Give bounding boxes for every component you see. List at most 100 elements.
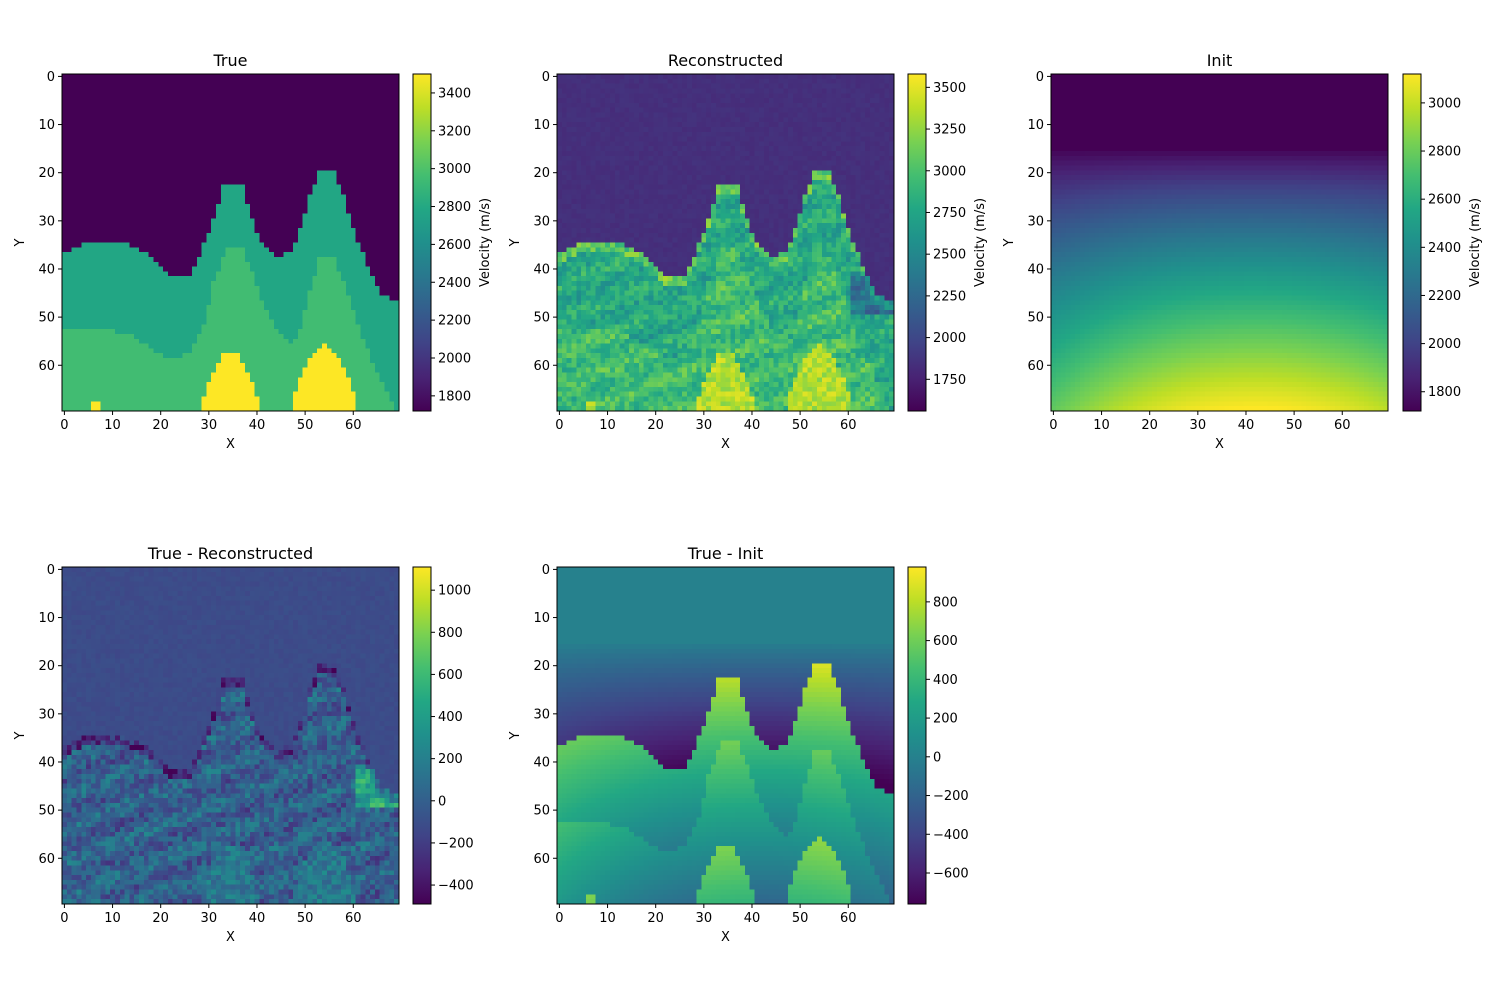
- x-tick-label: 10: [599, 911, 616, 926]
- panel-title: Reconstructed: [668, 51, 783, 70]
- colorbar-tick-label: 400: [933, 673, 958, 688]
- y-tick-label: 40: [533, 262, 550, 277]
- y-axis-label: Y: [508, 731, 523, 740]
- heatmap-image: [557, 567, 894, 904]
- x-tick-label: 40: [249, 911, 266, 926]
- y-tick-label: 60: [38, 359, 55, 374]
- y-tick-label: 40: [533, 755, 550, 770]
- colorbar-tick-label: 0: [933, 750, 941, 765]
- colorbar-tick-label: 3000: [1428, 96, 1461, 111]
- y-tick-label: 20: [38, 659, 55, 674]
- y-tick-label: 40: [38, 755, 55, 770]
- colorbar-tick-label: 2800: [438, 200, 471, 215]
- colorbar-tick-label: 2750: [933, 206, 966, 221]
- panel-reconstructed: Reconstructed 0 10 20 30 40 50 60 0 10 20 30 40 50 60 X…: [508, 51, 988, 452]
- x-tick-label: 10: [104, 911, 121, 926]
- panel-title: True - Reconstructed: [147, 544, 313, 563]
- x-tick-label: 50: [792, 418, 809, 433]
- y-tick-label: 50: [38, 311, 55, 326]
- x-tick-label: 40: [1238, 418, 1255, 433]
- colorbar-tick-label: 2250: [933, 289, 966, 304]
- colorbar-tick-label: 1800: [438, 389, 471, 404]
- x-tick-label: 30: [696, 911, 713, 926]
- y-tick-label: 40: [1027, 262, 1044, 277]
- colorbar-tick-label: 200: [933, 712, 958, 727]
- colorbar: [412, 73, 432, 412]
- colorbar-tick-label: 200: [438, 752, 463, 767]
- x-tick-label: 30: [201, 911, 218, 926]
- panel-true: True 0 10 20 30 40 50 60 0 10 20 30 40 50 60 X Y 1800 2000…: [13, 51, 493, 452]
- colorbar-tick-label: −600: [933, 867, 969, 882]
- y-tick-label: 0: [542, 70, 550, 85]
- x-tick-label: 0: [60, 911, 68, 926]
- x-tick-label: 60: [840, 911, 857, 926]
- y-tick-label: 40: [38, 262, 55, 277]
- y-tick-label: 20: [533, 659, 550, 674]
- y-tick-label: 0: [1036, 70, 1044, 85]
- colorbar-label: Velocity (m/s): [1468, 198, 1483, 287]
- plot-frame: [61, 73, 400, 412]
- x-tick-label: 30: [1190, 418, 1207, 433]
- y-tick-label: 10: [1027, 118, 1044, 133]
- x-tick-label: 10: [104, 418, 121, 433]
- y-tick-label: 30: [533, 214, 550, 229]
- panel-title: Init: [1207, 51, 1233, 70]
- colorbar-tick-label: 2000: [1428, 337, 1461, 352]
- colorbar-tick-label: 2200: [438, 314, 471, 329]
- x-tick-label: 0: [555, 418, 563, 433]
- y-tick-label: 20: [38, 166, 55, 181]
- x-axis-label: X: [226, 930, 235, 945]
- colorbar-tick-label: 3400: [438, 86, 471, 101]
- colorbar-tick-label: 3500: [933, 81, 966, 96]
- y-tick-label: 10: [38, 611, 55, 626]
- x-tick-label: 0: [60, 418, 68, 433]
- x-tick-label: 40: [744, 911, 761, 926]
- heatmap-image: [62, 567, 399, 904]
- y-axis-label: Y: [508, 238, 523, 247]
- colorbar: [412, 566, 432, 905]
- x-axis-label: X: [226, 437, 235, 452]
- y-tick-label: 20: [1027, 166, 1044, 181]
- y-tick-label: 30: [38, 214, 55, 229]
- heatmap-image: [1051, 74, 1388, 411]
- panel-title: True - Init: [687, 544, 764, 563]
- x-tick-label: 20: [152, 911, 169, 926]
- plot-frame: [1050, 73, 1389, 412]
- y-tick-label: 50: [533, 311, 550, 326]
- x-tick-label: 60: [345, 911, 362, 926]
- y-tick-label: 20: [533, 166, 550, 181]
- y-tick-label: 0: [47, 563, 55, 578]
- colorbar-tick-label: 600: [438, 668, 463, 683]
- x-axis-label: X: [721, 930, 730, 945]
- heatmap-image: [62, 74, 399, 411]
- colorbar-tick-label: 400: [438, 710, 463, 725]
- colorbar-tick-label: 2400: [438, 276, 471, 291]
- x-tick-label: 40: [744, 418, 761, 433]
- y-axis-label: Y: [1002, 238, 1017, 247]
- x-tick-label: 30: [696, 418, 713, 433]
- x-tick-label: 0: [1049, 418, 1057, 433]
- x-tick-label: 30: [201, 418, 218, 433]
- x-axis-label: X: [1215, 437, 1224, 452]
- x-tick-label: 50: [792, 911, 809, 926]
- y-tick-label: 60: [533, 852, 550, 867]
- y-tick-label: 60: [38, 852, 55, 867]
- y-tick-label: 30: [533, 707, 550, 722]
- x-tick-label: 10: [599, 418, 616, 433]
- colorbar-tick-label: 1750: [933, 373, 966, 388]
- colorbar: [907, 566, 927, 905]
- x-tick-label: 60: [1334, 418, 1351, 433]
- colorbar-tick-label: 2500: [933, 248, 966, 263]
- colorbar-tick-label: 2400: [1428, 241, 1461, 256]
- plot-frame: [556, 566, 895, 905]
- y-tick-label: 60: [1027, 359, 1044, 374]
- x-tick-label: 50: [297, 911, 314, 926]
- plot-frame: [556, 73, 895, 412]
- colorbar-tick-label: 2600: [438, 238, 471, 253]
- colorbar: [907, 73, 927, 412]
- colorbar-tick-label: 3200: [438, 124, 471, 139]
- colorbar-tick-label: 3000: [933, 164, 966, 179]
- x-tick-label: 60: [840, 418, 857, 433]
